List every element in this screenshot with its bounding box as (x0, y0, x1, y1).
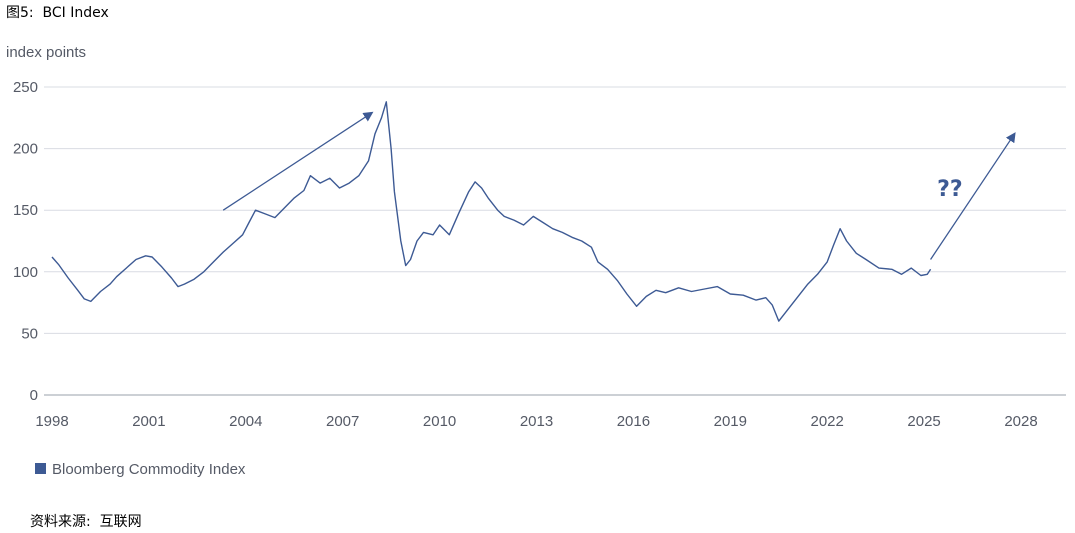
y-tick-label: 250 (13, 79, 38, 96)
x-tick-label: 2028 (1004, 413, 1037, 430)
y-tick-label: 50 (21, 325, 38, 342)
x-tick-label: 2016 (617, 413, 650, 430)
x-tick-label: 2007 (326, 413, 359, 430)
source-note: 资料来源: 互联网 (30, 514, 142, 530)
x-tick-label: 2019 (714, 413, 747, 430)
y-tick-label: 150 (13, 202, 38, 219)
x-tick-label: 2010 (423, 413, 456, 430)
x-tick-label: 2013 (520, 413, 553, 430)
x-tick-labels: 1998 2001 2004 2007 2010 2013 2016 2019 2022 2025… (35, 413, 1037, 430)
x-tick-label: 2025 (907, 413, 940, 430)
legend-swatch (35, 463, 46, 474)
trend-arrow-1 (222, 111, 374, 211)
question-marks-annotation: ?? (937, 177, 963, 202)
y-tick-labels: 0 50 100 150 200 250 (13, 79, 38, 404)
figure-title: 图5: BCI Index (6, 5, 109, 21)
y-tick-label: 0 (30, 387, 38, 404)
trend-arrow-2 (930, 132, 1016, 260)
annotations: ?? (222, 111, 1016, 260)
x-tick-label: 1998 (35, 413, 68, 430)
gridlines (44, 86, 1066, 334)
legend-label: Bloomberg Commodity Index (52, 461, 246, 478)
y-tick-label: 100 (13, 264, 38, 281)
y-tick-label: 200 (13, 141, 38, 158)
x-tick-label: 2004 (229, 413, 262, 430)
y-axis-label: index points (6, 44, 86, 61)
series-line-bloomberg-commodity-index (51, 101, 932, 322)
x-tick-label: 2022 (811, 413, 844, 430)
x-tick-label: 2001 (132, 413, 165, 430)
